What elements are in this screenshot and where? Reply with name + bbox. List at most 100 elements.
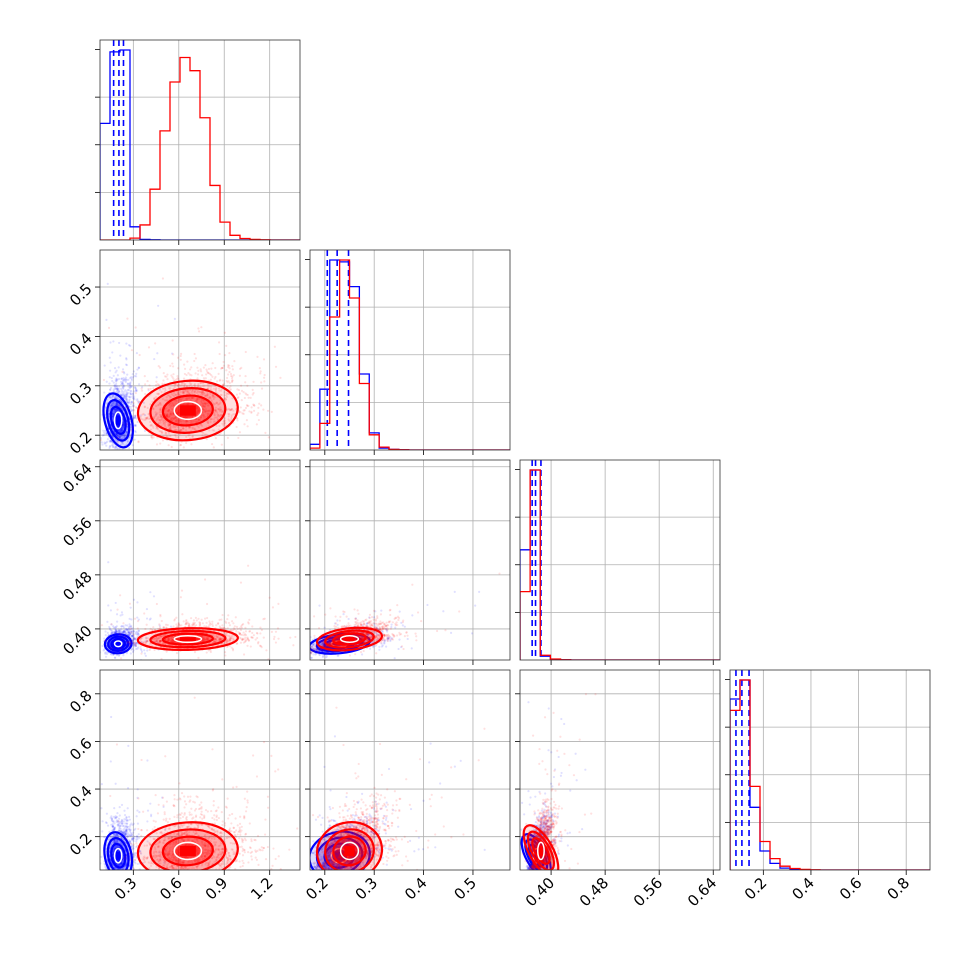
scatter-point bbox=[247, 396, 250, 399]
scatter-point bbox=[120, 441, 124, 445]
scatter-point bbox=[115, 408, 118, 411]
scatter-point bbox=[134, 414, 137, 417]
scatter-point bbox=[165, 407, 168, 410]
scatter-point bbox=[129, 392, 132, 396]
scatter-point bbox=[154, 342, 157, 345]
scatter-point bbox=[155, 640, 158, 643]
scatter-point bbox=[106, 620, 109, 623]
scatter-point bbox=[125, 363, 129, 367]
scatter-point bbox=[255, 631, 259, 635]
scatter-point bbox=[235, 393, 239, 396]
scatter-point bbox=[114, 447, 117, 450]
scatter-point bbox=[225, 640, 228, 643]
scatter-point bbox=[110, 376, 113, 380]
scatter-point bbox=[182, 382, 185, 385]
scatter-point bbox=[151, 437, 154, 440]
scatter-point bbox=[239, 384, 243, 387]
scatter-point bbox=[159, 415, 163, 418]
scatter-point bbox=[230, 414, 233, 417]
scatter-point bbox=[159, 640, 162, 643]
scatter-point bbox=[116, 425, 120, 429]
scatter-point bbox=[116, 435, 119, 438]
scatter-point bbox=[121, 386, 125, 389]
scatter-point bbox=[211, 620, 214, 623]
scatter-point bbox=[165, 432, 168, 435]
scatter-point bbox=[207, 385, 211, 388]
scatter-point bbox=[126, 392, 129, 395]
scatter-point bbox=[201, 635, 204, 638]
scatter-point bbox=[131, 630, 134, 633]
scatter-point bbox=[115, 445, 118, 448]
scatter-point bbox=[204, 402, 208, 405]
scatter-point bbox=[176, 390, 179, 393]
scatter-point bbox=[104, 429, 107, 433]
density-contour bbox=[113, 640, 123, 648]
scatter-point bbox=[172, 379, 175, 382]
scatter-point bbox=[199, 415, 203, 419]
scatter-point bbox=[125, 431, 128, 434]
scatter-point bbox=[119, 633, 122, 636]
scatter-point bbox=[129, 642, 132, 645]
scatter-point bbox=[122, 626, 125, 629]
scatter-point bbox=[195, 399, 198, 402]
scatter-point bbox=[197, 369, 200, 372]
scatter-point bbox=[120, 389, 124, 392]
scatter-point bbox=[126, 391, 130, 395]
scatter-point bbox=[114, 387, 117, 390]
scatter-point bbox=[117, 435, 120, 438]
scatter-point bbox=[104, 488, 106, 490]
scatter-point bbox=[117, 377, 121, 381]
scatter-point bbox=[129, 386, 132, 389]
scatter-point bbox=[103, 639, 107, 642]
scatter-point bbox=[150, 435, 153, 439]
scatter-point bbox=[108, 439, 111, 442]
scatter-point bbox=[112, 400, 115, 404]
scatter-point bbox=[159, 442, 162, 445]
scatter-point bbox=[95, 616, 97, 618]
scatter-point bbox=[64, 362, 66, 364]
scatter-point bbox=[212, 396, 215, 399]
scatter-point bbox=[204, 377, 207, 380]
scatter-point bbox=[146, 416, 149, 419]
scatter-point bbox=[191, 389, 194, 393]
scatter-point bbox=[198, 489, 200, 491]
scatter-point bbox=[184, 623, 187, 626]
scatter-point bbox=[115, 379, 118, 382]
scatter-point bbox=[262, 376, 266, 379]
scatter-point bbox=[188, 396, 191, 400]
scatter-point bbox=[91, 445, 93, 447]
scatter-point bbox=[116, 402, 119, 405]
scatter-point bbox=[237, 388, 241, 392]
scatter-point bbox=[215, 401, 218, 405]
scatter-point bbox=[225, 638, 229, 641]
scatter-point bbox=[154, 405, 158, 408]
scatter-point bbox=[212, 397, 215, 401]
scatter-point bbox=[112, 340, 115, 343]
scatter-point bbox=[197, 382, 200, 386]
scatter-point bbox=[114, 451, 116, 453]
scatter-point bbox=[191, 403, 195, 406]
scatter-point bbox=[277, 602, 280, 605]
scatter-point bbox=[177, 411, 180, 414]
scatter-point bbox=[210, 418, 214, 421]
panel-1-0: 0.20.30.40.5 bbox=[64, 249, 301, 491]
scatter-point bbox=[169, 625, 173, 628]
scatter-point bbox=[171, 426, 175, 429]
scatter-point bbox=[158, 366, 162, 369]
scatter-point bbox=[121, 429, 124, 432]
scatter-point bbox=[102, 429, 105, 432]
scatter-point bbox=[244, 350, 247, 354]
scatter-point bbox=[239, 633, 242, 636]
scatter-point bbox=[156, 392, 159, 395]
scatter-point bbox=[231, 368, 234, 371]
scatter-point bbox=[93, 444, 95, 446]
scatter-point bbox=[130, 634, 134, 638]
scatter-point bbox=[120, 383, 123, 386]
scatter-point bbox=[263, 373, 266, 377]
histogram-series-1 bbox=[100, 56, 300, 240]
scatter-point bbox=[273, 345, 276, 348]
scatter-point bbox=[158, 411, 161, 414]
scatter-point bbox=[122, 422, 125, 425]
scatter-point bbox=[240, 366, 243, 369]
scatter-point bbox=[166, 378, 169, 381]
